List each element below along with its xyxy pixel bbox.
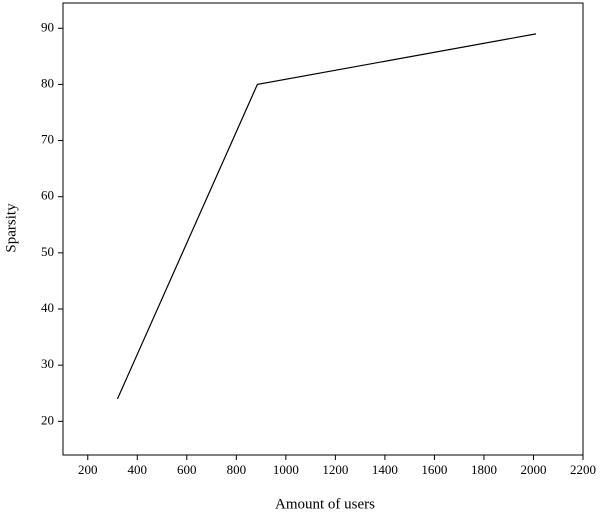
y-tick-label: 70: [41, 132, 54, 147]
x-tick-label: 400: [128, 462, 148, 477]
x-tick-label: 2200: [570, 462, 596, 477]
x-tick-label: 2000: [520, 462, 546, 477]
y-axis-label: Sparsity: [3, 203, 19, 253]
data-line: [116, 33, 537, 400]
y-tick-label: 90: [41, 19, 54, 34]
y-tick-label: 60: [41, 188, 54, 203]
x-tick-label: 200: [78, 462, 98, 477]
x-tick-label: 1400: [372, 462, 398, 477]
x-tick-label: 600: [177, 462, 197, 477]
x-tick-label: 800: [227, 462, 247, 477]
y-tick-label: 20: [41, 412, 54, 427]
y-tick-label: 30: [41, 356, 54, 371]
y-tick-label: 40: [41, 300, 54, 315]
x-tick-label: 1800: [471, 462, 497, 477]
x-tick-label: 1600: [421, 462, 447, 477]
plot-frame: [62, 2, 584, 456]
y-tick-label: 50: [41, 244, 54, 259]
y-tick-label: 80: [41, 75, 54, 90]
x-axis-label: Amount of users: [275, 496, 375, 512]
x-tick-label: 1200: [322, 462, 348, 477]
x-tick-label: 1000: [273, 462, 299, 477]
